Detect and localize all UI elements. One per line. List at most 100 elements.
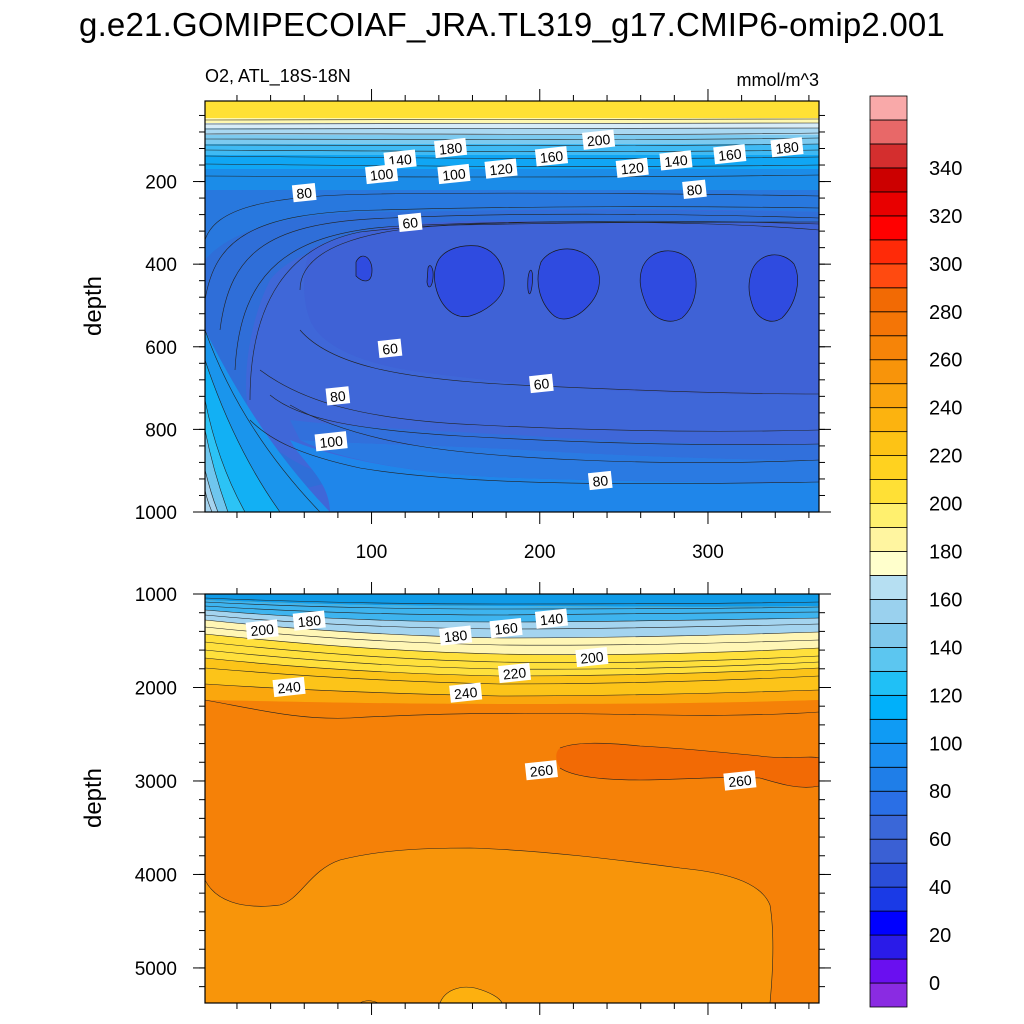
colorbar-swatch (869, 646, 908, 672)
y-tick-label: 400 (145, 255, 177, 276)
lower-plot-frame (204, 593, 820, 1004)
svg-text:180: 180 (443, 627, 468, 645)
svg-text:80: 80 (592, 472, 609, 490)
svg-text:140: 140 (664, 152, 689, 170)
colorbar-swatch (869, 119, 908, 145)
contour-label: 140 (659, 150, 693, 171)
svg-text:160: 160 (494, 619, 519, 637)
colorbar-label: 0 (929, 973, 940, 995)
y-tick-label: 5000 (135, 959, 177, 980)
contour-label: 120 (484, 158, 518, 179)
colorbar-swatch (869, 191, 908, 217)
colorbar-swatch (869, 287, 908, 313)
svg-text:240: 240 (277, 678, 302, 696)
svg-text:60: 60 (381, 340, 398, 358)
colorbar-label: 240 (929, 398, 962, 420)
contour-label: 260 (723, 770, 757, 791)
contour-label: 180 (439, 625, 473, 646)
svg-text:200: 200 (586, 131, 611, 149)
x-tick-label: 300 (692, 542, 724, 563)
colorbar: 0 20 40 60 80 100 120 140 160 180 200 220 240 260 280 3… (869, 95, 962, 1008)
svg-text:80: 80 (296, 184, 313, 202)
contour-label: 180 (433, 137, 468, 159)
y-tick-label: 600 (145, 338, 177, 359)
svg-text:100: 100 (319, 433, 344, 451)
colorbar-swatch (869, 910, 908, 936)
svg-text:80: 80 (329, 388, 346, 406)
colorbar-swatch (869, 167, 908, 193)
colorbar-swatch (869, 766, 908, 792)
svg-text:260: 260 (727, 772, 752, 790)
svg-text:160: 160 (539, 148, 564, 166)
colorbar-label: 280 (929, 302, 962, 324)
colorbar-swatch (869, 503, 908, 528)
lower-y-axis-title: depth (80, 768, 107, 828)
y-tick-label: 1000 (135, 585, 177, 606)
svg-text:160: 160 (717, 145, 742, 163)
svg-text:240: 240 (453, 684, 478, 702)
svg-text:120: 120 (620, 159, 645, 177)
y-tick-label: 4000 (135, 865, 177, 886)
svg-text:220: 220 (502, 664, 527, 682)
x-tick-label: 200 (524, 542, 556, 563)
contour-label: 120 (615, 157, 649, 178)
colorbar-swatch (869, 958, 908, 984)
colorbar-label: 160 (929, 589, 962, 611)
y-tick-label: 200 (145, 173, 177, 194)
colorbar-swatch (869, 575, 908, 600)
contour-label: 160 (534, 146, 569, 167)
colorbar-swatch (869, 886, 908, 912)
contour-label: 200 (582, 129, 616, 150)
colorbar-swatch (869, 95, 908, 121)
y-tick-label: 2000 (135, 678, 177, 699)
colorbar-label: 220 (929, 446, 962, 468)
y-tick-label: 800 (145, 420, 177, 441)
contour-label: 100 (314, 431, 348, 452)
svg-text:60: 60 (533, 375, 550, 393)
svg-text:180: 180 (775, 138, 800, 156)
colorbar-swatch (869, 814, 908, 840)
contour-label: 60 (397, 212, 423, 233)
colorbar-swatch (869, 982, 908, 1008)
upper-units-label: mmol/m^3 (737, 70, 819, 90)
contour-label: 80 (587, 470, 613, 491)
colorbar-swatch (869, 263, 908, 289)
contour-label: 240 (449, 682, 483, 703)
colorbar-swatch (869, 623, 908, 648)
y-tick-label: 3000 (135, 772, 177, 793)
colorbar-label: 100 (929, 733, 962, 755)
svg-text:180: 180 (297, 612, 322, 630)
svg-text:180: 180 (438, 139, 463, 157)
contour-label: 200 (575, 646, 609, 668)
y-tick-label: 1000 (135, 503, 177, 524)
colorbar-label: 80 (929, 781, 951, 803)
colorbar-label: 20 (929, 925, 951, 947)
colorbar-swatch (869, 670, 908, 696)
contour-label: 180 (292, 610, 326, 631)
upper-y-axis-title: depth (80, 276, 107, 336)
colorbar-swatch (869, 239, 908, 265)
contour-label: 160 (489, 617, 523, 639)
svg-text:80: 80 (686, 181, 703, 199)
colorbar-swatch (869, 143, 908, 169)
upper-contour-fill (205, 101, 819, 512)
contour-label: 180 (770, 137, 804, 158)
colorbar-swatch (869, 742, 908, 768)
colorbar-label: 200 (929, 494, 962, 516)
contour-label: 100 (365, 163, 399, 185)
lower-contour-labels: 180 200 180 160 140 200 220 240 240 260 260 (245, 608, 757, 791)
colorbar-swatch (869, 862, 908, 888)
colorbar-swatch (869, 479, 908, 504)
lower-ticks: 1000 2000 3000 4000 5000 (135, 582, 831, 1015)
contour-label: 200 (245, 619, 279, 640)
colorbar-swatch (869, 790, 908, 816)
contour-label: 80 (325, 386, 351, 406)
colorbar-swatch (869, 311, 908, 337)
colorbar-swatch (869, 527, 908, 552)
colorbar-label: 60 (929, 829, 951, 851)
svg-text:100: 100 (442, 165, 467, 183)
svg-text:60: 60 (402, 214, 419, 232)
x-tick-label: 100 (356, 542, 388, 563)
